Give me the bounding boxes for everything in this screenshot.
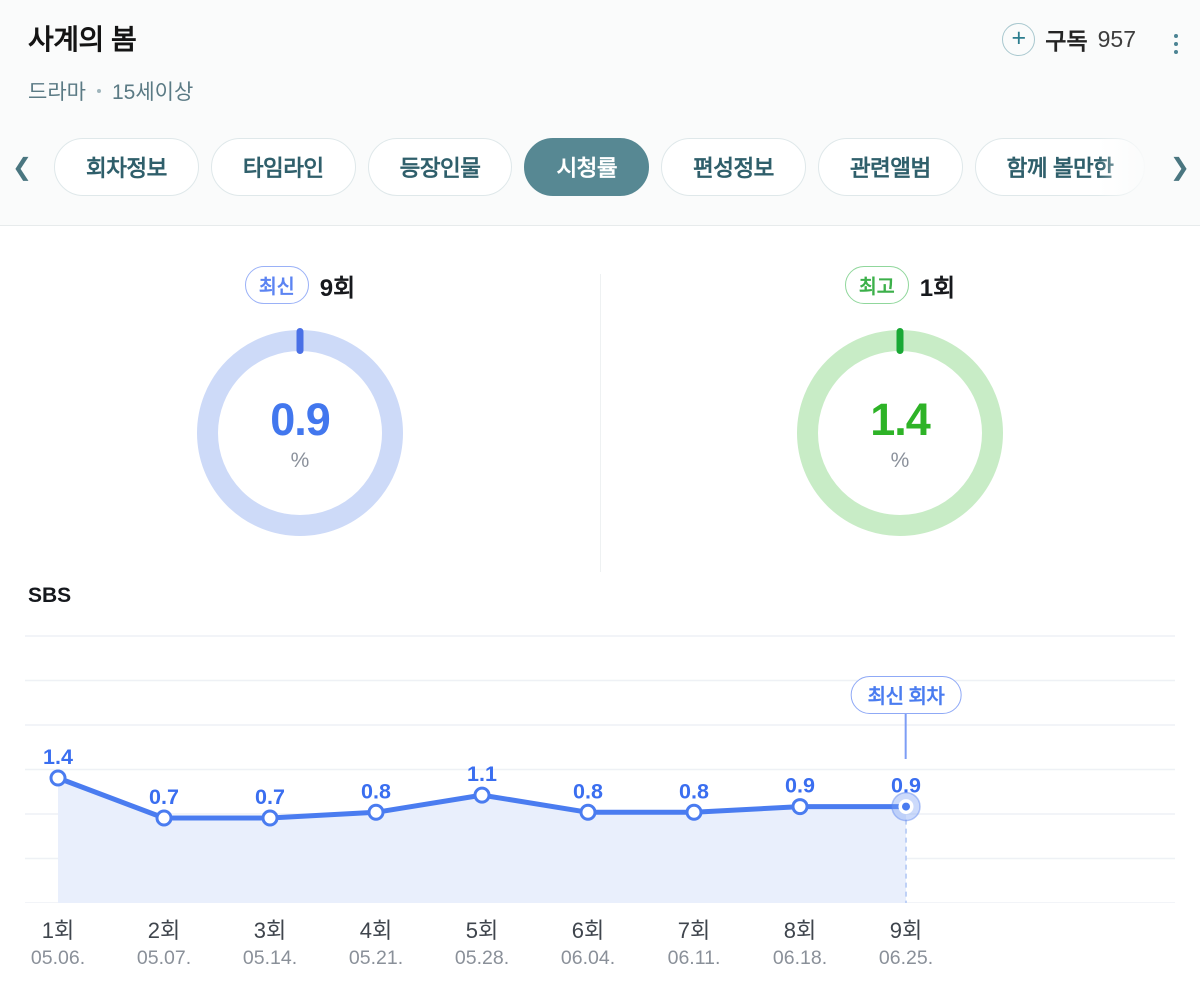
chart-x-axis-labels: 1회 05.06. 2회 05.07. 3회 05.14. 4회 05.21. 5회 05.28.… (25, 917, 1175, 979)
episode-tick-label: 1회 (41, 918, 75, 943)
date-tick-label: 05.07. (136, 947, 192, 969)
subscribe-button[interactable]: + 구독 957 (1002, 22, 1136, 56)
date-tick-label: 06.04. (560, 947, 616, 969)
area-fill (58, 778, 906, 903)
latest-rating-value: 0.9 (270, 393, 331, 445)
episode-tick-label: 2회 (147, 918, 181, 943)
best-badge: 최고 (844, 266, 909, 304)
best-rating-value: 1.4 (870, 393, 931, 445)
episode-tick-label: 8회 (783, 918, 817, 943)
value-label: 0.9 (785, 774, 815, 798)
data-point[interactable] (685, 803, 703, 821)
data-point[interactable] (791, 798, 809, 816)
date-tick-label: 06.25. (878, 947, 934, 969)
best-rating-donut: 1.4 % (797, 328, 1003, 536)
tab-1[interactable]: 회차정보 (54, 138, 199, 196)
donut-tick-icon (896, 328, 904, 354)
donut-tick-icon (296, 328, 304, 354)
date-tick-label: 05.06. (30, 947, 86, 969)
value-label: 1.1 (467, 762, 497, 786)
x-axis-label-5: 5회 05.28. (455, 917, 509, 971)
date-tick-label: 05.14. (242, 947, 298, 969)
x-axis-label-7: 7회 06.11. (668, 917, 721, 971)
latest-point-core (902, 802, 910, 811)
ratings-chart[interactable]: 1.4 0.7 0.7 0.8 1.1 0.8 0.8 0.9 0.9 최신 회차 1회 05.0… (25, 633, 1175, 979)
value-label: 0.9 (891, 774, 921, 798)
best-episode-label: 1회 (919, 274, 956, 302)
age-rating-label: 15세이상 (111, 81, 194, 104)
value-label: 0.8 (361, 779, 391, 803)
ratings-chart-svg: 1.4 0.7 0.7 0.8 1.1 0.8 0.8 0.9 0.9 (25, 635, 1175, 903)
header: 사계의 봄 드라마 15세이상 + 구독 957 ❮ 회차정보 타임라인 등장인물 시… (0, 0, 1200, 226)
separator-dot (96, 89, 101, 93)
date-tick-label: 05.28. (454, 947, 510, 969)
tab-5[interactable]: 편성정보 (661, 138, 806, 196)
x-axis-label-8: 8회 06.18. (773, 917, 827, 971)
episode-tick-label: 4회 (359, 918, 393, 943)
latest-badge-row: 최신 9회 (244, 266, 356, 304)
episode-tick-label: 7회 (677, 918, 711, 943)
date-tick-label: 06.18. (772, 947, 828, 969)
tabs-scroll-left-button[interactable]: ❮ (12, 150, 32, 186)
ratings-summary: 최신 9회 0.9 % 최고 1회 (0, 226, 1200, 578)
value-label: 0.8 (679, 779, 709, 803)
episode-tick-label: 9회 (889, 918, 923, 943)
value-label: 0.7 (255, 785, 285, 809)
x-axis-label-3: 3회 05.14. (243, 917, 297, 971)
more-menu-button[interactable] (1170, 30, 1182, 58)
best-rating-panel: 최고 1회 1.4 % (600, 266, 1200, 536)
best-donut-center: 1.4 % (870, 393, 931, 473)
value-label: 0.8 (573, 779, 603, 803)
subtitle: 드라마 15세이상 (28, 76, 193, 106)
channel-label: SBS (28, 584, 72, 607)
subscribe-label: 구독 (1045, 28, 1088, 54)
value-label: 1.4 (43, 745, 73, 769)
tab-3[interactable]: 등장인물 (367, 138, 513, 196)
x-axis-label-1: 1회 05.06. (31, 917, 85, 971)
kebab-dot (1174, 50, 1178, 54)
x-axis-label-9: 9회 06.25. (879, 917, 933, 971)
value-label: 0.7 (149, 785, 179, 809)
data-point[interactable] (473, 786, 491, 804)
page-title: 사계의 봄 (28, 24, 137, 55)
data-point[interactable] (261, 809, 279, 827)
episode-tick-label: 3회 (253, 918, 287, 943)
latest-rating-donut: 0.9 % (197, 328, 403, 536)
kebab-dot (1174, 34, 1178, 38)
latest-rating-unit: % (290, 448, 310, 472)
best-badge-row: 최고 1회 (844, 266, 956, 304)
data-point[interactable] (367, 803, 385, 821)
latest-donut-center: 0.9 % (270, 393, 331, 473)
tab-6[interactable]: 관련앨범 (817, 138, 963, 196)
kebab-dot (1174, 42, 1178, 46)
tabs-clip: 회차정보 타임라인 등장인물 시청률 편성정보 관련앨범 함께 볼만한 (54, 138, 1162, 198)
best-rating-unit: % (890, 448, 910, 472)
tabs: 회차정보 타임라인 등장인물 시청률 편성정보 관련앨범 함께 볼만한 (54, 138, 1162, 196)
date-tick-label: 05.21. (348, 947, 404, 969)
tab-7[interactable]: 함께 볼만한 (974, 138, 1146, 196)
latest-badge: 최신 (244, 266, 309, 304)
subscribe-count: 957 (1097, 25, 1136, 52)
ratings-content: 최신 9회 0.9 % 최고 1회 (0, 226, 1200, 979)
date-tick-label: 06.11. (667, 947, 721, 969)
data-point[interactable] (155, 809, 173, 827)
tabs-scroll-right-button[interactable]: ❯ (1170, 150, 1190, 186)
genre-label: 드라마 (28, 81, 86, 104)
tab-bar: ❮ 회차정보 타임라인 등장인물 시청률 편성정보 관련앨범 함께 볼만한 ❯ (0, 138, 1200, 198)
x-axis-label-2: 2회 05.07. (137, 917, 191, 971)
episode-tick-label: 6회 (571, 918, 605, 943)
episode-tick-label: 5회 (465, 918, 499, 943)
latest-rating-panel: 최신 9회 0.9 % (0, 266, 600, 536)
plus-icon: + (1002, 22, 1036, 56)
data-point[interactable] (49, 769, 67, 787)
tab-2[interactable]: 타임라인 (210, 138, 356, 196)
x-axis-label-6: 6회 06.04. (561, 917, 615, 971)
tab-4[interactable]: 시청률 (524, 138, 650, 196)
x-axis-label-4: 4회 05.21. (349, 917, 403, 971)
data-point[interactable] (579, 803, 597, 821)
latest-episode-label: 9회 (319, 274, 356, 302)
